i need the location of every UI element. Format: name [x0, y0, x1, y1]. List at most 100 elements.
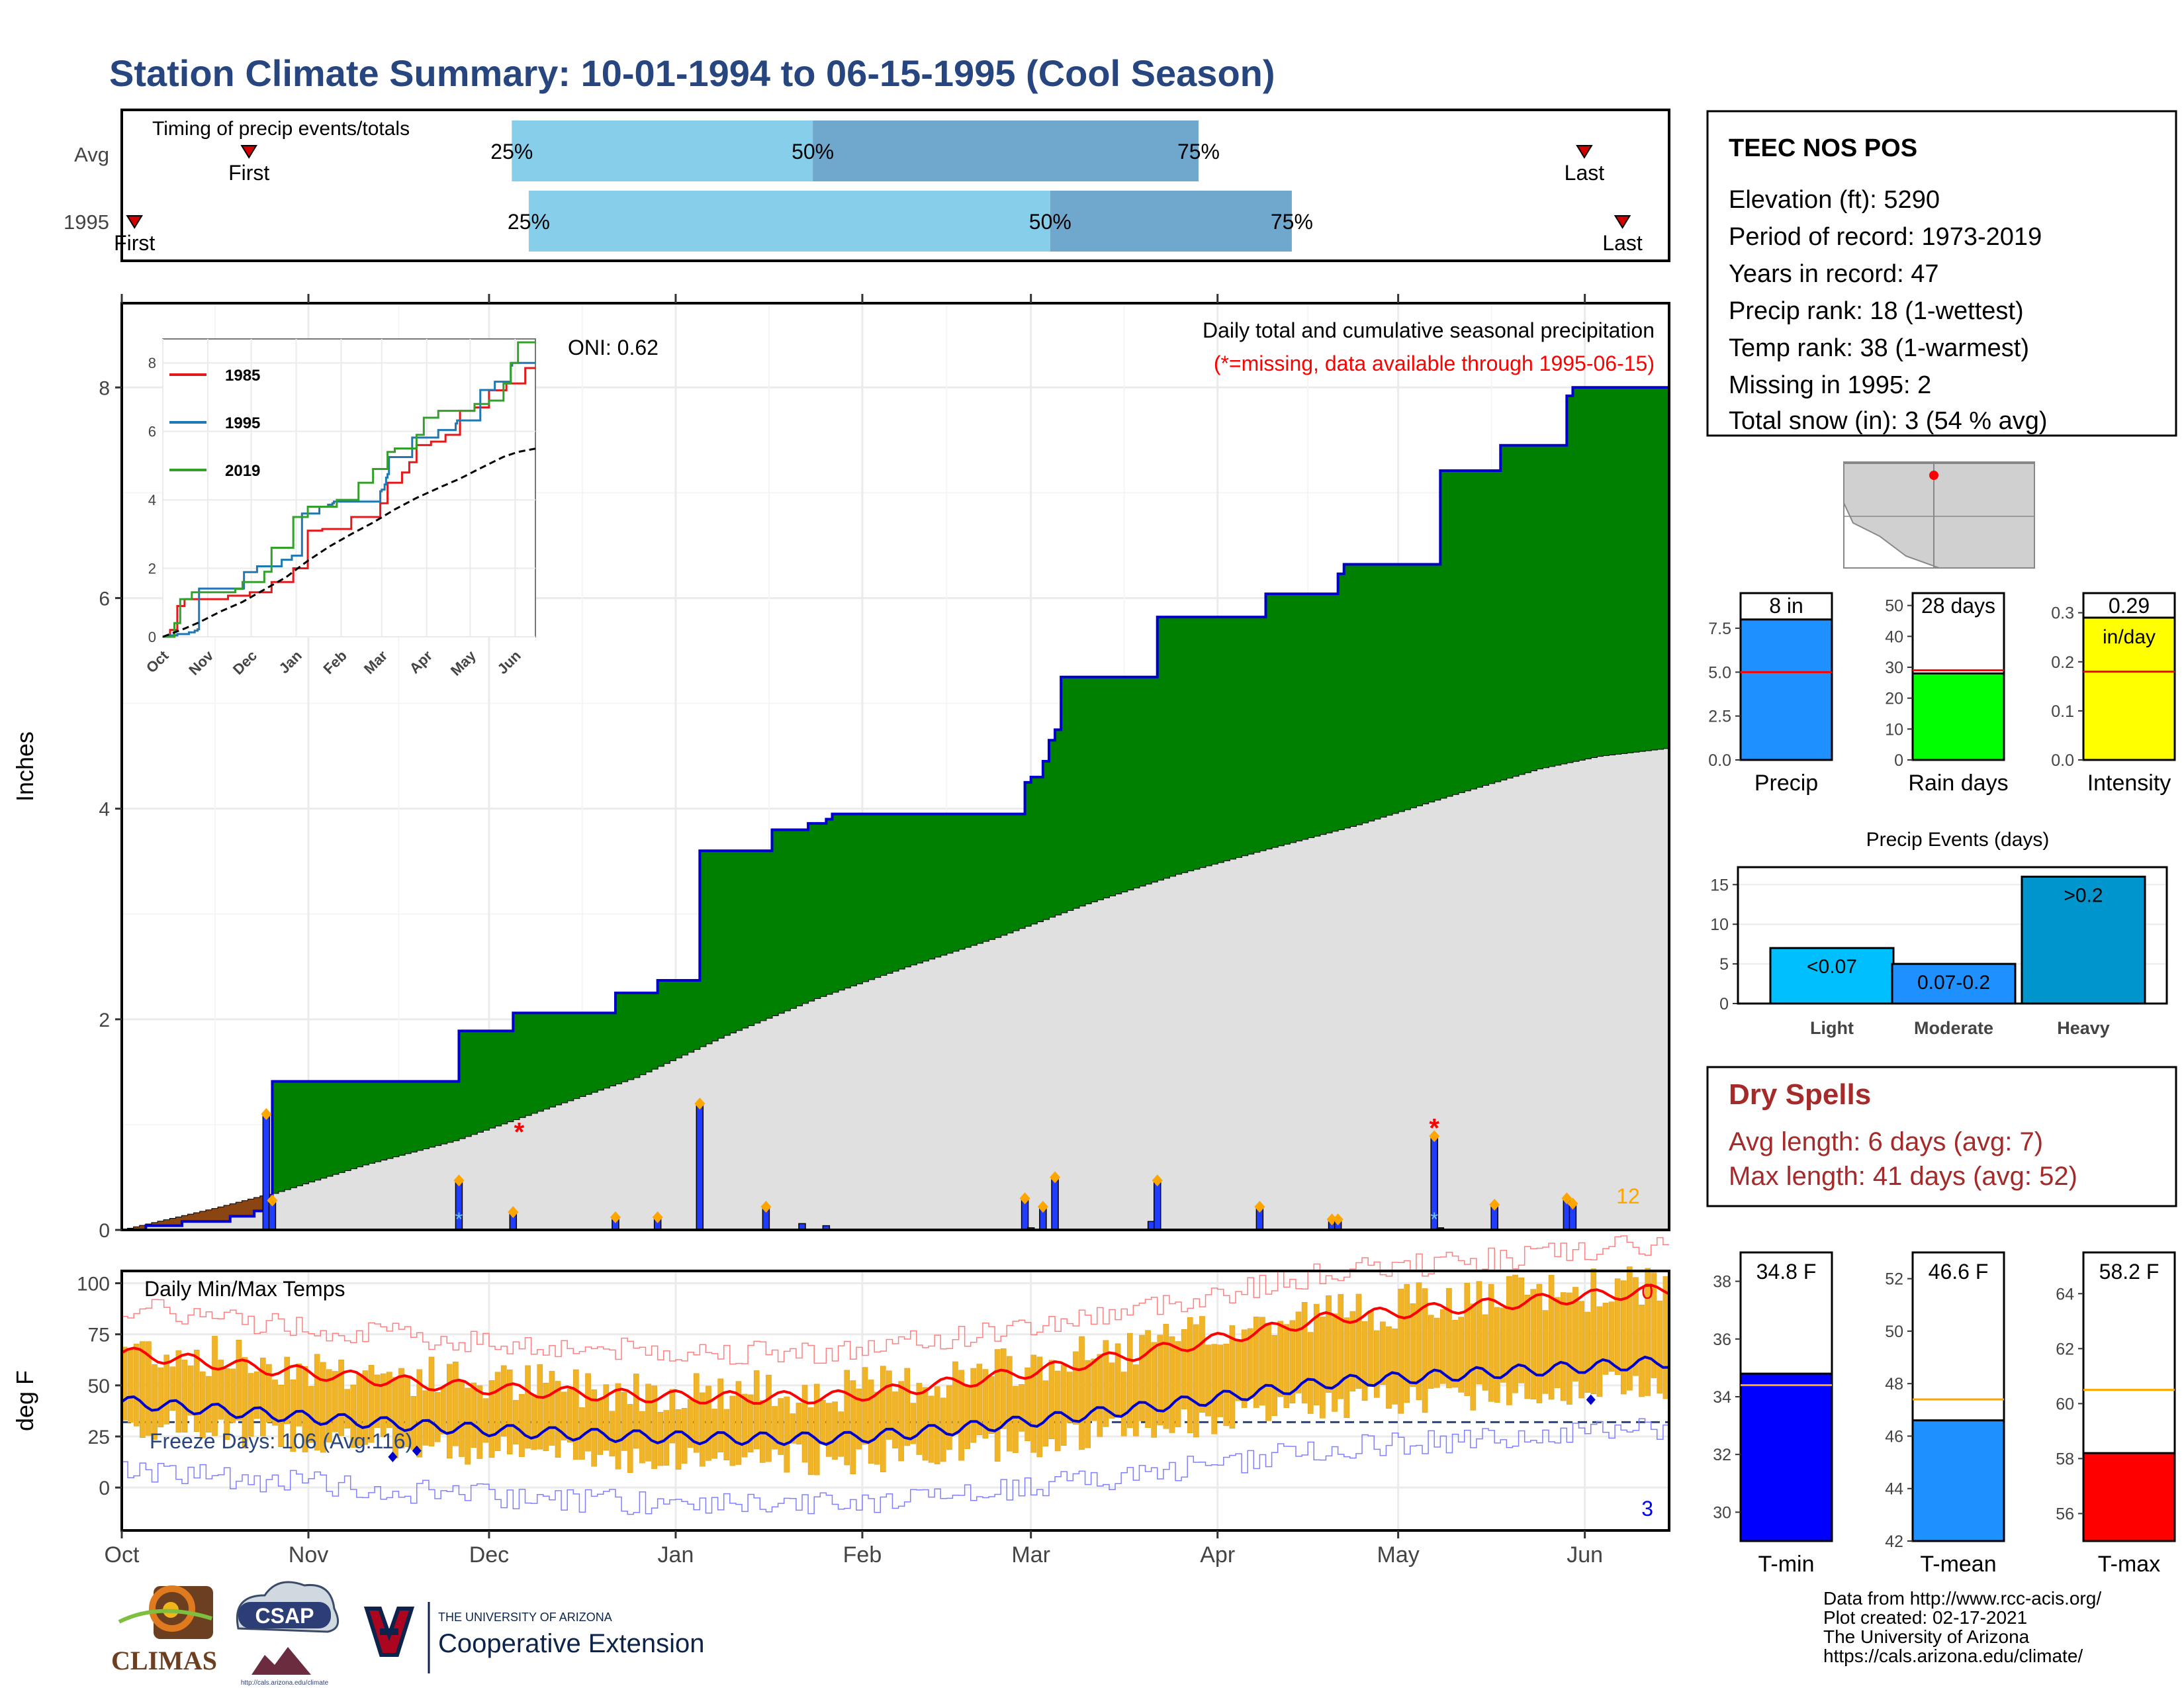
university-of-arizona-logo: THE UNIVERSITY OF ARIZONA Cooperative Ex… — [363, 1602, 704, 1673]
daily-temp-bar — [729, 1395, 736, 1466]
daily-temp-bar — [236, 1340, 242, 1421]
daily-temp-bar — [326, 1369, 332, 1442]
bottom-x-tick-label: Jun — [1567, 1542, 1603, 1568]
daily-temp-bar — [296, 1363, 302, 1427]
daily-temp-bar — [850, 1380, 856, 1474]
daily-temp-bar — [230, 1368, 236, 1423]
daily-temp-bar — [651, 1385, 657, 1470]
temp-panel-tick-label: 58 — [2056, 1450, 2074, 1468]
missing-marker: * — [514, 1118, 525, 1147]
station-line-snow: Total snow (in): 3 (54 % avg) — [1729, 407, 2048, 435]
daily-temp-bar — [1651, 1272, 1657, 1378]
temp-panel-tick-label: 32 — [1713, 1446, 1731, 1464]
daily-temp-bar — [1404, 1284, 1410, 1403]
daily-temp-bar — [218, 1360, 224, 1420]
footer-line-created: Plot created: 02-17-2021 — [1823, 1607, 2027, 1628]
daily-temp-bar — [259, 1358, 266, 1436]
temp-y-tick-label: 100 — [77, 1274, 110, 1295]
daily-temp-bar — [862, 1367, 868, 1445]
daily-temp-bar — [1000, 1348, 1007, 1429]
location-map — [1843, 461, 2035, 569]
daily-temp-bar — [1024, 1367, 1030, 1441]
daily-temp-bar — [1343, 1317, 1350, 1418]
top-x-axis — [120, 294, 1586, 303]
first-marker — [240, 145, 257, 159]
daily-temp-bar — [1530, 1289, 1537, 1399]
summary-panel-tick-label: 0.0 — [2051, 751, 2074, 770]
daily-temp-bar — [1115, 1343, 1121, 1418]
observed-cumulative-line — [122, 386, 1669, 1231]
avg-min-line — [120, 1355, 1670, 1446]
bottom-x-tick-label: Apr — [1200, 1542, 1235, 1568]
dry-spells-max: Max length: 41 days (avg: 52) — [1729, 1162, 2077, 1191]
summary-panel-value: 0.29 — [2109, 594, 2150, 618]
temp-panel-tick-label: 46 — [1885, 1427, 1903, 1446]
summary-panel-bar — [1739, 618, 1833, 761]
summary-panel-tick-label: 0 — [1894, 751, 1903, 770]
station-line-precip-rank: Precip rank: 18 (1-wettest) — [1729, 297, 2024, 325]
bottom-x-tick-label: Oct — [105, 1542, 140, 1568]
daily-temp-bar — [813, 1383, 820, 1476]
daily-temp-bar — [892, 1391, 898, 1448]
summary-panel-tick-label: 0.0 — [1708, 751, 1731, 770]
events-bar-label: <0.07 — [1807, 956, 1857, 978]
footer-line-url: https://cals.arizona.edu/climate/ — [1823, 1646, 2083, 1666]
daily-temp-bar — [1229, 1325, 1236, 1429]
temp-summary-panels: 34.8 F T-min 30 32 34 36 38 46.6 F T-mean 42 44 46 4… — [1713, 1251, 2176, 1577]
daily-precip-marker — [267, 1194, 278, 1207]
temp-y-tick-label: 25 — [88, 1427, 110, 1448]
daily-temp-bar — [158, 1367, 163, 1428]
bottom-x-tick-label: Mar — [1011, 1542, 1050, 1568]
events-x-label: Light — [1810, 1018, 1854, 1038]
timing-pct-label: 25% — [508, 210, 550, 234]
daily-temp-bar — [1235, 1340, 1242, 1401]
inset-y-tick-label: 4 — [148, 492, 156, 508]
main-precip-chart: * * * * 0 2 4 6 8 Inches Daily total and cumula… — [11, 294, 1670, 1242]
daily-temp-bar — [603, 1384, 610, 1451]
daily-temp-bar — [1554, 1297, 1561, 1388]
daily-temp-bar — [434, 1392, 441, 1442]
daily-precip-bar — [1051, 1176, 1059, 1231]
daily-temp-bar — [224, 1368, 230, 1440]
daily-temp-bar — [591, 1389, 597, 1467]
summary-bar-panels: 8 in Precip 0.0 2.5 5.0 7.5 28 days Rain days 0 1… — [1708, 592, 2176, 796]
daily-temp-bar — [416, 1369, 423, 1458]
daily-temp-bar — [1446, 1288, 1452, 1388]
daily-temp-bar — [1120, 1372, 1127, 1436]
daily-temp-bar — [1259, 1317, 1265, 1406]
daily-temp-bar — [675, 1409, 682, 1470]
daily-precip-marker — [610, 1211, 621, 1223]
record-min-line — [122, 1418, 1669, 1515]
daily-temp-bar — [459, 1380, 465, 1457]
daily-temp-bar — [1373, 1330, 1380, 1398]
daily-temp-bar — [1416, 1282, 1422, 1401]
daily-temp-bar — [284, 1356, 290, 1425]
daily-temp-bar — [1645, 1268, 1651, 1396]
daily-precip-marker — [1037, 1201, 1048, 1213]
daily-temp-bar — [760, 1400, 766, 1463]
daily-temp-bar — [1036, 1356, 1043, 1458]
snow-marker: * — [455, 1209, 463, 1231]
daily-temp-bar — [766, 1374, 772, 1462]
daily-temp-bar — [1133, 1364, 1139, 1436]
daily-temp-bar — [1139, 1335, 1145, 1421]
cumulative-areas — [122, 386, 1670, 1231]
last-label: Last — [1602, 231, 1643, 255]
temp-y-tick-label: 0 — [99, 1477, 110, 1499]
summary-panel-tick-label: 7.5 — [1708, 620, 1731, 638]
daily-precip-marker — [261, 1108, 272, 1120]
main-annotation-missing: (*=missing, data available through 1995-… — [1214, 352, 1655, 375]
last-marker — [1614, 215, 1631, 229]
daily-temp-bar — [1109, 1362, 1115, 1419]
summary-panel-name: Precip — [1754, 771, 1818, 796]
daily-temp-bar — [1007, 1356, 1013, 1452]
daily-temp-bar — [657, 1411, 664, 1466]
daily-temp-bar — [669, 1389, 676, 1444]
daily-temp-bar — [1085, 1360, 1091, 1448]
daily-temp-bar — [440, 1387, 447, 1434]
daily-temp-bar — [169, 1366, 176, 1411]
daily-temp-bar — [1590, 1268, 1597, 1395]
daily-temp-bar — [700, 1392, 705, 1467]
daily-precip-marker — [508, 1205, 519, 1218]
